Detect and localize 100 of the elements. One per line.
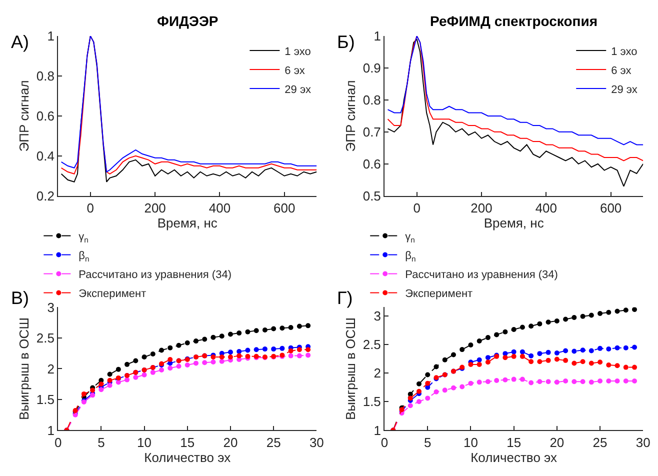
point <box>537 351 542 356</box>
x-tick-label: 600 <box>274 200 296 216</box>
y-tick-label: 0.8 <box>362 92 381 108</box>
point <box>236 353 242 358</box>
y-tick-label: 1.5 <box>36 392 54 408</box>
point <box>598 311 603 316</box>
x-tick-label: 20 <box>223 434 238 450</box>
x-tick-label: 15 <box>506 434 522 450</box>
y-tick-label: 0.2 <box>36 188 54 204</box>
point <box>572 379 577 384</box>
y-tick-label: 0.5 <box>362 188 381 204</box>
legend-label: 29 эх <box>284 84 312 96</box>
point <box>219 334 224 339</box>
point <box>116 380 121 385</box>
point <box>210 334 216 340</box>
legend-label: γ$_{n}$ <box>78 231 88 244</box>
point <box>219 358 224 364</box>
point <box>408 392 413 397</box>
point <box>485 335 490 340</box>
legend-label: Рассчитано из уравнения (34) <box>78 269 232 282</box>
point <box>580 359 586 364</box>
point <box>572 360 577 366</box>
point <box>485 360 490 365</box>
point <box>133 358 138 364</box>
y-tick-label: 1 <box>47 28 54 44</box>
x-axis-title: Количество эх <box>470 450 558 465</box>
line-series <box>387 38 644 187</box>
point <box>614 378 620 384</box>
point <box>563 378 568 384</box>
point <box>460 384 465 390</box>
y-axis-title: Выигрыш в ОСШ <box>16 317 32 420</box>
point <box>425 380 430 386</box>
y-tick-label: 0.9 <box>362 60 381 76</box>
point <box>476 338 482 344</box>
point <box>502 355 508 360</box>
point <box>107 382 112 388</box>
point <box>572 315 577 320</box>
point <box>563 358 568 363</box>
x-tick-label: 400 <box>208 200 231 216</box>
point <box>288 325 294 330</box>
legend-label: β$_{n}$ <box>78 250 90 264</box>
x-tick-label: 600 <box>600 200 622 216</box>
point <box>511 354 516 359</box>
x-tick-label: 25 <box>592 434 608 450</box>
y-tick-label: 1 <box>47 422 54 438</box>
point <box>176 364 182 369</box>
chart-title: РеФИМД спектроскопия <box>430 13 598 29</box>
point <box>528 324 534 329</box>
x-tick-label: 0 <box>380 434 388 450</box>
point <box>588 348 594 354</box>
text: В) <box>11 288 29 308</box>
point <box>554 318 560 324</box>
legend-label: 29 эх <box>611 84 638 96</box>
point <box>520 376 525 382</box>
point <box>202 336 208 342</box>
legend-label: 6 эх <box>611 64 632 77</box>
point <box>245 329 250 334</box>
y-tick-label: 2.5 <box>362 336 381 352</box>
point <box>288 348 294 354</box>
point <box>546 320 551 325</box>
point <box>98 382 104 387</box>
point <box>511 327 516 332</box>
point <box>116 366 121 372</box>
point <box>468 380 474 386</box>
point <box>546 358 551 363</box>
x-tick-label: 5 <box>424 434 432 450</box>
point <box>598 378 603 384</box>
point <box>254 347 259 352</box>
point <box>572 348 577 354</box>
point <box>184 362 190 368</box>
point <box>537 359 542 364</box>
point <box>98 387 104 392</box>
point <box>306 323 311 328</box>
x-axis-title: Время, нс <box>157 215 218 230</box>
point <box>228 332 233 337</box>
point <box>176 342 182 348</box>
x-tick-label: 30 <box>636 434 650 450</box>
x-tick-label: 20 <box>550 434 564 450</box>
y-tick-label: 0.7 <box>362 124 381 140</box>
point <box>271 326 276 332</box>
x-tick-label: 200 <box>470 200 492 216</box>
y-tick-label: 3 <box>47 300 54 315</box>
y-axis-title: ЭПР сигнал <box>342 80 358 152</box>
y-tick-label: 0.6 <box>362 156 381 172</box>
point <box>606 310 612 315</box>
y-tick-label: 1.5 <box>362 394 381 410</box>
legend-label: Рассчитано из уравнения (34) <box>405 269 558 282</box>
point <box>228 350 233 355</box>
y-tick-label: 3 <box>374 308 381 324</box>
point <box>546 350 551 355</box>
point <box>485 355 490 360</box>
point <box>632 364 638 370</box>
x-tick-label: 15 <box>180 434 195 450</box>
point <box>520 354 525 359</box>
point <box>450 352 456 358</box>
point <box>296 353 302 358</box>
point <box>580 314 586 319</box>
point <box>623 364 628 370</box>
point <box>442 388 448 393</box>
point <box>124 362 130 367</box>
